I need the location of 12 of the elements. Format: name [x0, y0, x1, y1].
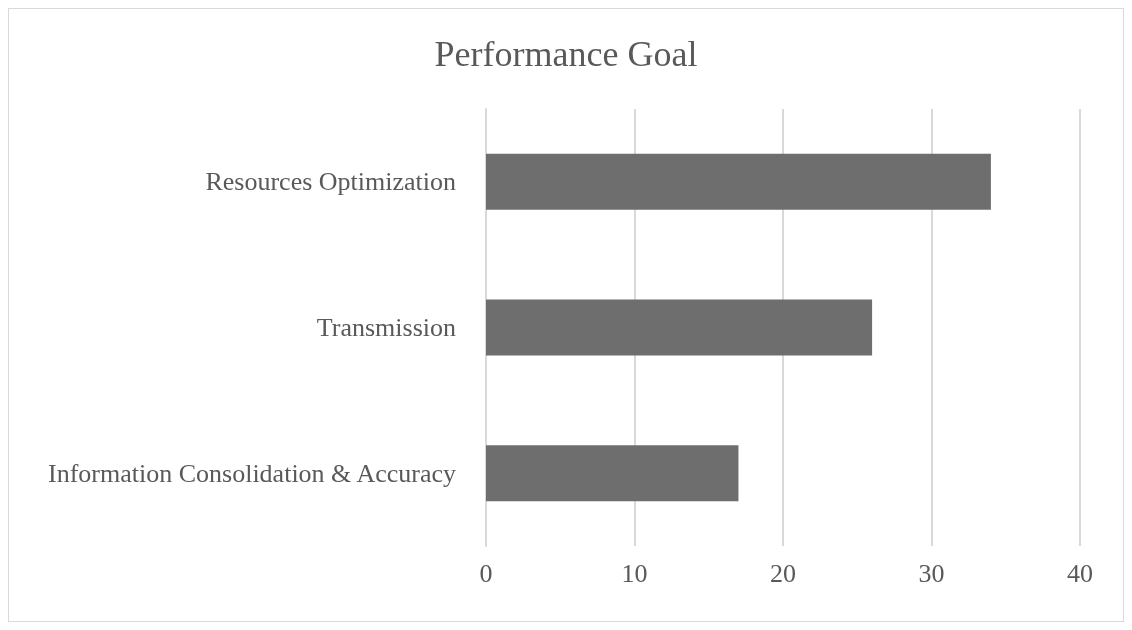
- x-tick-label: 20: [770, 558, 796, 588]
- y-tick-label: Information Consolidation & Accuracy: [48, 458, 456, 488]
- chart-title: Performance Goal: [434, 34, 698, 74]
- bar: [486, 445, 739, 502]
- bar: [486, 299, 873, 356]
- x-tick-label: 30: [918, 558, 945, 588]
- x-tick-label: 40: [1067, 558, 1093, 588]
- y-tick-label: Resources Optimization: [205, 167, 456, 197]
- x-tick-label: 0: [479, 558, 493, 588]
- y-tick-label: Transmission: [316, 313, 456, 342]
- x-tick-label: 10: [621, 558, 648, 588]
- bar: [486, 153, 991, 210]
